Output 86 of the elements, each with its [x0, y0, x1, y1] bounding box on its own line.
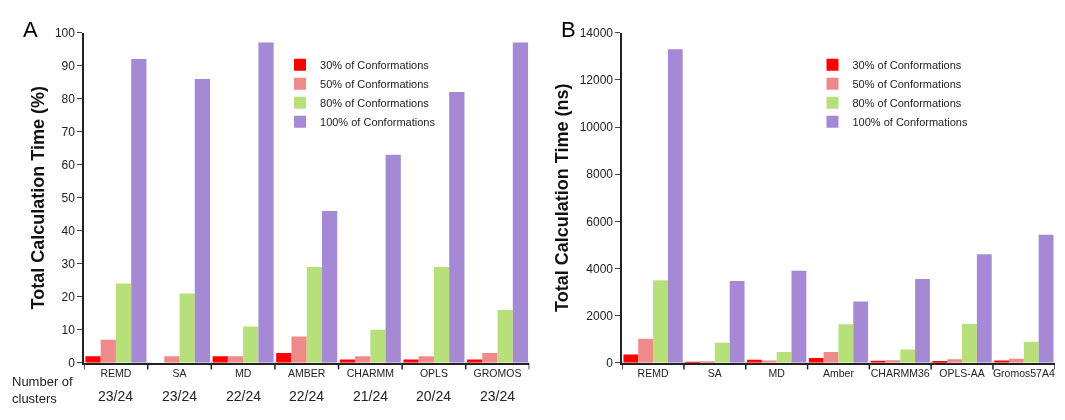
x-tick-label: CHARMM — [346, 367, 394, 380]
y-tick-label: 6000 — [586, 214, 614, 229]
bar — [243, 326, 259, 363]
bar — [370, 329, 386, 363]
bar — [838, 324, 854, 363]
y-tick-label: 0 — [68, 356, 76, 371]
bar — [1038, 234, 1054, 363]
chart-title: B — [561, 17, 576, 42]
legend-label: 100% of Conformations — [852, 116, 968, 129]
y-tick-label: 14000 — [579, 25, 614, 40]
bar — [729, 280, 745, 363]
bar — [100, 339, 116, 363]
bar — [1023, 341, 1039, 363]
y-tick-label: 90 — [61, 58, 76, 73]
y-tick-label: 50 — [61, 190, 76, 205]
bar — [791, 270, 807, 363]
y-axis-title: Total Calculation Time (%) — [27, 86, 48, 310]
bar — [258, 42, 274, 363]
y-axis-title: Total Calculation Time (ns) — [552, 83, 573, 312]
y-tick-label: 10000 — [579, 120, 614, 135]
legend-label: 50% of Conformations — [320, 78, 430, 91]
bar — [900, 349, 916, 363]
y-tick-label: 20 — [61, 289, 76, 304]
x-tick-label: AMBER — [288, 367, 326, 380]
y-tick-label: 12000 — [579, 73, 614, 88]
y-tick-label: 8000 — [586, 167, 614, 182]
text: 21/24 — [353, 388, 389, 404]
x-tick-label: GROMOS — [473, 367, 522, 380]
bar — [385, 154, 401, 363]
x-tick-label: MD — [768, 367, 786, 380]
y-tick-label: 40 — [61, 223, 76, 238]
text: Number of clusters — [12, 374, 74, 406]
bar — [115, 283, 132, 363]
text: 23/24 — [162, 388, 198, 404]
y-tick-label: 10 — [61, 323, 76, 337]
bar — [512, 42, 529, 363]
y-tick-label: 80 — [61, 91, 76, 106]
bar — [714, 342, 730, 363]
y-tick-label: 30 — [61, 256, 76, 271]
bar — [915, 279, 930, 363]
legend-label: 50% of Conformations — [852, 78, 962, 91]
text: 22/24 — [289, 388, 325, 404]
text: 20/24 — [416, 388, 452, 404]
y-tick-label: 2000 — [586, 308, 614, 323]
y-tick-label: 60 — [61, 157, 76, 172]
bar — [322, 210, 338, 363]
x-tick-label: CHARMM36 — [870, 367, 930, 380]
legend-label: 100% of Conformations — [320, 116, 436, 129]
legend-label: 30% of Conformations — [852, 59, 962, 72]
text: 22/24 — [226, 388, 262, 404]
x-tick-label: Gromos57A4 — [992, 367, 1055, 380]
x-tick-label: REMD — [100, 367, 132, 380]
text: 23/24 — [98, 388, 134, 404]
bar — [164, 356, 180, 363]
bar — [976, 254, 992, 363]
y-tick-label: 4000 — [586, 261, 614, 276]
bar — [667, 49, 683, 363]
x-tick-label: REMD — [637, 367, 669, 380]
y-tick-label: 70 — [61, 124, 76, 139]
bar — [85, 356, 101, 363]
bar — [433, 267, 450, 363]
bar — [638, 338, 654, 363]
y-tick-label: 0 — [606, 356, 614, 371]
bar — [497, 309, 513, 363]
x-tick-label: OPLS-AA — [939, 367, 985, 380]
x-tick-label: Amber — [822, 367, 855, 380]
bar — [306, 267, 322, 363]
legend-label: 80% of Conformations — [320, 97, 430, 110]
chart-title: A — [23, 17, 38, 42]
legend-label: 80% of Conformations — [852, 97, 962, 110]
text: 23/24 — [480, 388, 516, 404]
bar — [853, 301, 869, 363]
bar — [482, 352, 498, 363]
bar — [291, 336, 307, 363]
x-tick-label: SA — [707, 367, 722, 380]
bar — [653, 280, 668, 363]
bar — [131, 59, 147, 363]
bar — [194, 78, 211, 363]
x-tick-label: SA — [172, 367, 187, 380]
x-tick-label: MD — [234, 367, 252, 380]
bar — [449, 92, 465, 363]
y-tick-label: 100 — [54, 25, 76, 40]
bar — [179, 293, 195, 363]
x-tick-label: OPLS — [419, 367, 448, 380]
bar — [962, 323, 977, 363]
legend-label: 30% of Conformations — [320, 59, 430, 72]
